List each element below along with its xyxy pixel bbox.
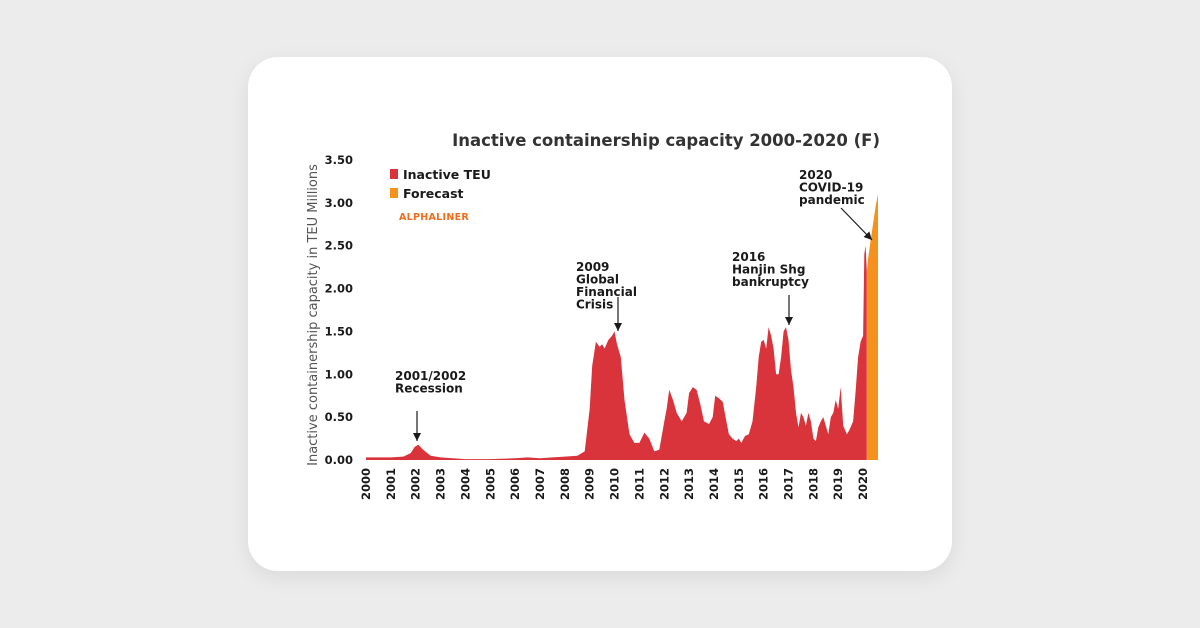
chart-area: Inactive containership capacity 2000-202… [306, 131, 880, 500]
annotation-label: Financial [576, 285, 637, 299]
annotation-label: Crisis [576, 298, 613, 312]
x-tick-label: 2000 [359, 468, 373, 500]
legend: Inactive TEU Forecast ALPHALINER [390, 167, 491, 223]
series-inactive-teu-area [366, 245, 867, 460]
y-axis-ticks: 0.00 0.50 1.00 1.50 2.00 2.50 3.00 3.50 [325, 153, 353, 467]
y-tick-label: 2.00 [325, 282, 353, 296]
annotation-label: 2020 [799, 168, 832, 182]
annotation-label: pandemic [799, 193, 865, 207]
annotation-label: 2009 [576, 260, 609, 274]
x-tick-label: 2006 [508, 468, 522, 500]
y-tick-label: 0.00 [325, 453, 353, 467]
legend-swatch-inactive [390, 169, 398, 179]
x-tick-label: 2008 [558, 468, 572, 500]
y-tick-label: 3.50 [325, 153, 353, 167]
x-tick-label: 2017 [782, 468, 796, 500]
x-axis-ticks: 2000 2001 2002 2003 2004 2005 2006 2007 2008 2009… [359, 468, 870, 500]
annotation-arrow-head [614, 323, 622, 331]
series-layer [366, 194, 878, 461]
x-tick-label: 2019 [831, 468, 845, 500]
x-tick-label: 2016 [757, 468, 771, 500]
y-tick-label: 0.50 [325, 410, 353, 424]
x-tick-label: 2005 [483, 468, 497, 500]
annotation-label: Hanjin Shg [732, 263, 805, 277]
x-tick-label: 2012 [657, 468, 671, 500]
x-tick-label: 2014 [707, 468, 721, 500]
y-tick-label: 2.50 [325, 239, 353, 253]
x-tick-label: 2001 [384, 468, 398, 500]
x-tick-label: 2018 [806, 468, 820, 500]
y-tick-label: 1.00 [325, 367, 353, 381]
annotation-label: 2016 [732, 250, 765, 264]
chart-card: Inactive containership capacity 2000-202… [248, 57, 952, 571]
x-tick-label: 2007 [533, 468, 547, 500]
x-tick-label: 2004 [458, 468, 472, 500]
legend-label-inactive: Inactive TEU [403, 167, 491, 182]
annotation-label: Global [576, 273, 619, 287]
legend-label-forecast: Forecast [403, 186, 464, 201]
legend-swatch-forecast [390, 188, 398, 198]
source-logo-text: ALPHALINER [399, 212, 469, 223]
x-tick-label: 2002 [409, 468, 423, 500]
y-tick-label: 1.50 [325, 324, 353, 338]
x-tick-label: 2003 [434, 468, 448, 500]
annotation-arrow-head [785, 317, 793, 325]
annotation-label: COVID-19 [799, 181, 863, 195]
series-forecast-area [866, 194, 878, 461]
x-tick-label: 2009 [583, 468, 597, 500]
y-axis-label: Inactive containership capacity in TEU M… [306, 164, 321, 466]
x-tick-label: 2015 [732, 468, 746, 500]
annotation-arrow-head [413, 433, 421, 441]
chart-title: Inactive containership capacity 2000-202… [452, 131, 880, 150]
x-tick-label: 2013 [682, 468, 696, 500]
annotation-arrow-head [863, 231, 872, 240]
x-tick-label: 2011 [632, 468, 646, 500]
annotation-label: bankruptcy [732, 275, 809, 289]
annotation-label: 2001/2002 [395, 369, 466, 383]
x-tick-label: 2020 [856, 468, 870, 500]
annotation-label: Recession [395, 382, 463, 396]
x-tick-label: 2010 [608, 468, 622, 500]
y-tick-label: 3.00 [325, 196, 353, 210]
